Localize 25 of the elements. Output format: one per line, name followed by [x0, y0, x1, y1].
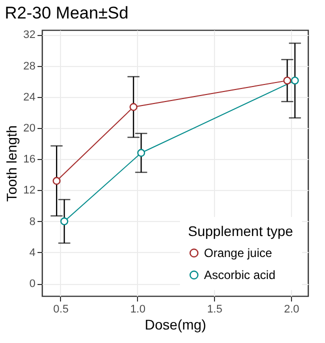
legend-title: Supplement type: [188, 223, 294, 239]
point: [52, 176, 61, 185]
x-tick-label: 2.0: [284, 304, 300, 316]
legend-label: Orange juice: [204, 246, 272, 260]
y-tick-label: 0: [29, 278, 36, 290]
x-axis-title: Dose(mg): [144, 316, 206, 332]
x-tick-label: 1.0: [130, 304, 146, 316]
x-tick-label: 0.5: [53, 304, 69, 316]
point: [283, 76, 292, 85]
y-tick-label: 32: [23, 29, 36, 42]
y-tick-label: 12: [23, 184, 36, 197]
y-tick-label: 16: [23, 154, 36, 166]
point: [290, 76, 299, 85]
y-tick-label: 4: [29, 246, 36, 259]
y-tick-label: 28: [23, 60, 36, 72]
y-tick-label: 20: [23, 122, 36, 134]
chart-title: R2-30 Mean±Sd: [4, 4, 128, 23]
point: [130, 103, 138, 111]
x-tick-label: 1.5: [207, 304, 222, 316]
y-axis-title: Tooth length: [3, 125, 20, 202]
point: [137, 148, 146, 157]
y-tick-label: 8: [29, 216, 36, 228]
legend-label: Ascorbic acid: [204, 268, 276, 282]
point: [60, 217, 68, 226]
y-tick-label: 24: [23, 91, 36, 104]
